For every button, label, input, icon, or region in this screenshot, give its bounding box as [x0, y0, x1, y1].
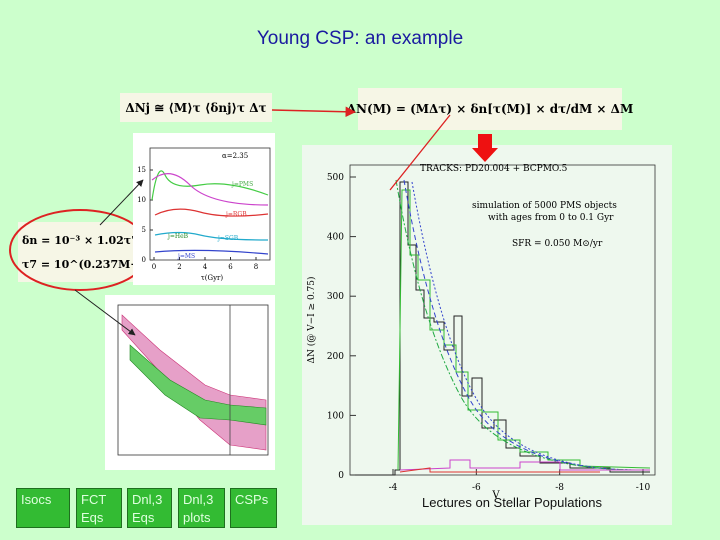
- nav-button[interactable]: Isocs: [16, 488, 70, 528]
- curve-label: j=MS: [177, 253, 195, 260]
- x-tick-label: 2: [177, 263, 181, 271]
- y-tick-label: 0: [338, 471, 344, 481]
- y-tick-label: 200: [327, 352, 344, 362]
- y-tick-label: 100: [327, 411, 344, 421]
- x-axis-label: V: [491, 490, 500, 501]
- plot-note: with ages from 0 to 0.1 Gyr: [488, 213, 614, 223]
- nav-button[interactable]: Dnl,3 Eqs: [127, 488, 172, 528]
- model-curve: [403, 179, 641, 471]
- arrow: [99, 179, 144, 226]
- curve-label: j=RGB: [225, 211, 247, 218]
- nav-button[interactable]: CSPs: [230, 488, 277, 528]
- y-tick-label: 10: [137, 196, 146, 204]
- formula-box: [120, 93, 272, 122]
- plot-image: [302, 145, 672, 525]
- plot-header: TRACKS: PD20.004 + BCPMO.5: [420, 164, 568, 174]
- model-curve: [411, 181, 641, 471]
- formula-left: ΔNj ≅ ⟨M⟩τ ⟨δnj⟩τ Δτ: [125, 101, 266, 115]
- y-tick-label: 300: [327, 292, 344, 302]
- formula-box: [358, 88, 622, 130]
- block-arrow: [472, 134, 498, 162]
- footer: Lectures on Stellar Populations: [422, 495, 602, 510]
- x-tick-label: -10: [636, 483, 651, 493]
- formula-right: ΔN(M) = (MΔτ) × δn[τ(M)] × dτ/dM × ΔM: [347, 102, 634, 116]
- y-axis-label: ΔN (@ V−I ≥ 0.75): [306, 276, 317, 363]
- x-tick-label: 6: [228, 263, 233, 271]
- y-tick-label: 500: [327, 173, 344, 183]
- curve: [151, 170, 269, 201]
- plot-frame: [117, 304, 269, 456]
- arrow: [271, 106, 357, 118]
- histogram: [397, 189, 651, 471]
- nav-button[interactable]: FCT Eqs: [76, 488, 122, 528]
- y-tick-label: 15: [137, 166, 146, 174]
- band: [129, 344, 267, 426]
- formula-box: [18, 222, 140, 282]
- x-tick-label: -6: [472, 483, 481, 493]
- curve-label: j=SGB: [217, 235, 239, 242]
- plot-frame: [349, 164, 656, 476]
- x-tick-label: 4: [203, 263, 208, 271]
- plot-frame: [149, 147, 271, 261]
- nav-button[interactable]: Dnl,3 plots: [178, 488, 225, 528]
- formula-circled: δn = 10⁻³ × 1.02τ7: [22, 234, 139, 247]
- curve: [154, 208, 269, 217]
- y-tick-label: 400: [327, 233, 344, 243]
- annotation: α=2.35: [222, 152, 248, 160]
- curve-label: j=HeB: [167, 233, 189, 240]
- slide-title: Young CSP: an example: [256, 28, 464, 49]
- histogram: [399, 459, 650, 471]
- x-tick-label: 0: [152, 263, 156, 271]
- histogram: [399, 467, 600, 473]
- arrow: [74, 289, 136, 336]
- curve-label: j=PMS: [231, 181, 253, 188]
- connector: [389, 114, 451, 191]
- curve: [154, 249, 269, 255]
- x-tick-label: -4: [389, 483, 398, 493]
- y-tick-label: 0: [142, 256, 146, 264]
- curve: [151, 173, 269, 206]
- y-tick-label: 5: [142, 226, 146, 234]
- x-axis-label: τ(Gyr): [201, 274, 223, 282]
- x-tick-label: 8: [254, 263, 258, 271]
- x-tick-label: -8: [555, 483, 564, 493]
- curve: [154, 231, 269, 241]
- plot-note: simulation of 5000 PMS objects: [472, 201, 617, 211]
- plot-note: SFR = 0.050 M⊙/yr: [512, 239, 603, 249]
